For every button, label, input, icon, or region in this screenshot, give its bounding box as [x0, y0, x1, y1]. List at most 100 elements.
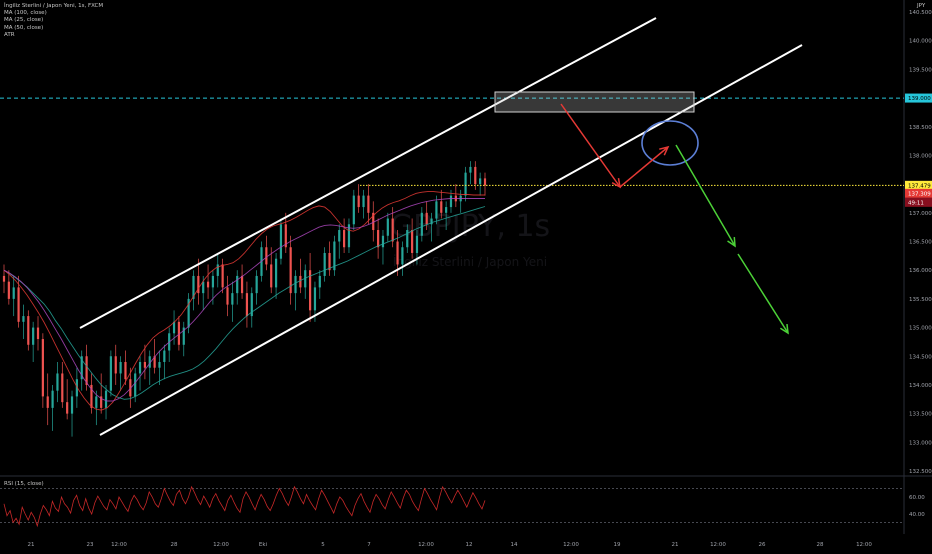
y-tick-label: 136.000 — [909, 268, 932, 274]
indicator-ma100[interactable]: MA (100, close) — [4, 10, 47, 17]
candle-body — [70, 396, 74, 414]
candle-body — [304, 270, 307, 288]
rsi-pane: 60.00 40.00 — [0, 485, 925, 528]
x-tick-label: 12:00 — [213, 542, 229, 548]
candle-body — [425, 212, 428, 225]
candle-body — [192, 275, 195, 299]
x-tick-label: Eki — [259, 542, 268, 548]
candle-body — [17, 287, 20, 322]
candle-body — [216, 264, 219, 276]
candle-body — [343, 230, 346, 248]
candle-body — [32, 327, 35, 345]
x-tick-label: 12:00 — [856, 542, 872, 548]
candle-body — [338, 230, 341, 242]
candle-body — [464, 172, 467, 196]
y-tick-label: 134.000 — [909, 383, 932, 389]
rsi-tick-label: 60.00 — [909, 495, 925, 501]
candle-body — [12, 287, 15, 299]
channel-lower-line — [99, 44, 803, 436]
candle-body — [289, 247, 292, 294]
candle-body — [163, 350, 166, 362]
price-plot — [0, 0, 932, 534]
x-tick-label: 12:00 — [563, 542, 579, 548]
y-tick-label: 133.500 — [909, 412, 932, 418]
candle-body — [279, 224, 283, 259]
y-tick-label: 137.000 — [909, 211, 932, 217]
candle-body — [129, 379, 132, 397]
x-tick-label: 21 — [672, 542, 679, 548]
y-tick-label: 135.500 — [909, 297, 932, 303]
y-tick-label: 133.000 — [909, 440, 932, 446]
indicator-ma50[interactable]: MA (50, close) — [4, 24, 44, 31]
current-price-tag-bg — [905, 180, 932, 190]
candle-body — [197, 275, 200, 294]
candle-body — [27, 316, 30, 345]
candle-body — [367, 195, 370, 213]
candle-body — [202, 281, 205, 294]
y-tick-label: 140.000 — [909, 39, 932, 45]
candle-body — [148, 356, 151, 368]
candle-body — [245, 293, 249, 317]
candle-body — [449, 195, 453, 208]
candle-body — [483, 178, 487, 186]
candle-body — [406, 230, 409, 248]
rsi-line — [3, 485, 486, 528]
moving-average-line — [3, 191, 485, 411]
x-tick-label: 12:00 — [710, 542, 726, 548]
candle-body — [7, 281, 10, 299]
candle-body — [226, 287, 229, 305]
x-tick-label: 26 — [759, 542, 766, 548]
x-tick-label: 12:00 — [111, 542, 127, 548]
candle-body — [435, 201, 438, 219]
y-tick-label: 134.500 — [909, 354, 932, 360]
x-tick-label: 14 — [511, 542, 518, 548]
candle-body — [323, 252, 326, 276]
candle-body — [274, 258, 278, 288]
moving-average-line — [3, 198, 485, 402]
candle-body — [221, 264, 224, 288]
arrow-down-green-2-head — [779, 323, 789, 335]
candle-body — [56, 373, 59, 391]
x-tick-label: 12 — [466, 542, 473, 548]
candle-body — [270, 264, 273, 288]
countdown-tag: 49:11 — [908, 200, 924, 206]
symbol-title[interactable]: İngiliz Sterlini / Japon Yeni, 1s, FXCM — [4, 3, 104, 9]
candle-body — [114, 356, 117, 374]
x-tick-label: 12:00 — [418, 542, 434, 548]
current-price-tag: 137.479 — [908, 183, 931, 189]
drawings — [0, 17, 904, 436]
candle-body — [362, 195, 365, 208]
candle-body — [2, 275, 6, 282]
candle-body — [124, 361, 127, 380]
y-tick-label: 139.500 — [909, 67, 932, 73]
candle-body — [391, 218, 394, 242]
y-tick-label: 138.500 — [909, 125, 932, 131]
candle-body — [95, 396, 98, 408]
price-axis[interactable]: 140.500 140.000 139.500 139.000 138.500 138.0… — [905, 10, 932, 475]
candle-body — [430, 218, 433, 225]
retest-ellipse — [641, 120, 699, 166]
rsi-legend[interactable]: RSI (15, close) — [4, 481, 44, 487]
x-tick-label: 21 — [28, 542, 35, 548]
indicator-atr[interactable]: ATR — [4, 31, 15, 38]
x-tick-label: 7 — [367, 542, 371, 548]
indicator-ma25[interactable]: MA (25, close) — [4, 17, 44, 24]
candle-body — [352, 195, 355, 225]
y-tick-label: 135.000 — [909, 326, 932, 332]
candle-body — [231, 293, 234, 305]
candle-body — [372, 212, 375, 231]
candle-body — [308, 270, 312, 311]
candle-body — [158, 361, 161, 368]
candle-body — [177, 321, 181, 345]
candle-body — [206, 281, 210, 288]
candle-body — [313, 287, 317, 311]
candle-body — [75, 379, 78, 397]
candle-body — [46, 396, 49, 408]
candle-body — [299, 275, 302, 288]
candle-body — [182, 327, 185, 345]
candle-body — [357, 195, 360, 208]
time-axis[interactable]: 21 23 12:00 28 12:00 Eki 5 7 12:00 12 14 12:00 19 21 1… — [28, 542, 873, 548]
candle-body — [318, 275, 321, 288]
